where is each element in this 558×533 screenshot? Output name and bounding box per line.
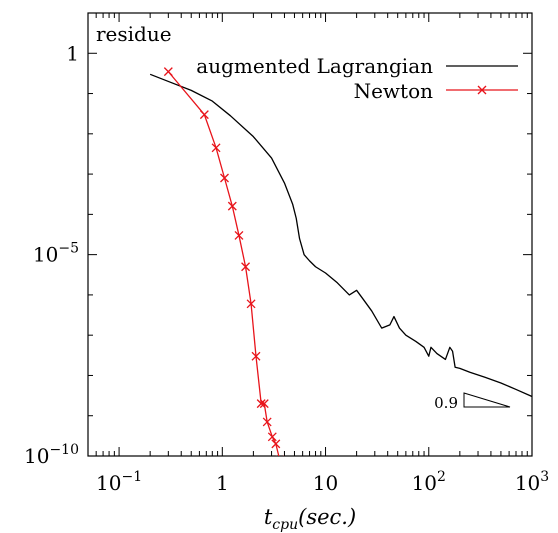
- data-point-marker: [262, 417, 272, 427]
- plot-frame: [87, 12, 533, 457]
- data-point-marker: [234, 230, 244, 240]
- x-tick-label: 102: [412, 469, 446, 495]
- y-tick-label: 1: [66, 41, 79, 65]
- y-tick-label: 10−5: [33, 241, 79, 267]
- slope-triangle: 0.9: [434, 392, 511, 412]
- data-point-marker: [275, 455, 284, 456]
- x-tick-label: 10: [313, 471, 338, 495]
- x-tick-label: 103: [515, 469, 549, 495]
- x-tick-label: 10−1: [96, 469, 142, 495]
- x-axis-label-unit: (sec.): [298, 505, 356, 529]
- data-point-marker: [267, 432, 277, 442]
- x-axis-label-subscript: cpu: [272, 517, 298, 533]
- legend-label-augmented-lagrangian: augmented Lagrangian: [196, 54, 433, 78]
- legend: augmented Lagrangian Newton: [196, 54, 518, 103]
- data-point-marker: [246, 299, 256, 309]
- x-tick-label: 1: [216, 471, 229, 495]
- slope-triangle-shape: [463, 392, 511, 408]
- slope-triangle-label: 0.9: [434, 394, 458, 412]
- x-axis-label-main: t: [264, 505, 273, 529]
- data-point-marker: [163, 67, 173, 77]
- series-line-0: [149, 73, 532, 398]
- x-axis-label: tcpu(sec.): [264, 505, 356, 533]
- data-point-marker: [271, 439, 281, 449]
- series-layer: [149, 67, 532, 456]
- legend-label-newton: Newton: [354, 79, 434, 103]
- y-tick-label: 10−10: [24, 442, 79, 468]
- data-point-marker: [199, 110, 209, 120]
- data-point-marker: [241, 262, 251, 272]
- data-point-marker: [256, 399, 266, 409]
- data-point-marker: [227, 201, 237, 211]
- y-axis-label: residue: [96, 22, 172, 46]
- axis-ticks: [87, 12, 533, 457]
- legend-marker-newton: [477, 85, 487, 95]
- data-point-marker: [251, 351, 261, 361]
- plot-area-border: [87, 12, 533, 457]
- axis-tick-labels: 10−1 1 10 102 103 1 10−5 10−10: [24, 41, 549, 495]
- data-point-marker: [259, 399, 269, 409]
- data-point-marker: [220, 173, 229, 183]
- data-point-marker: [211, 143, 221, 153]
